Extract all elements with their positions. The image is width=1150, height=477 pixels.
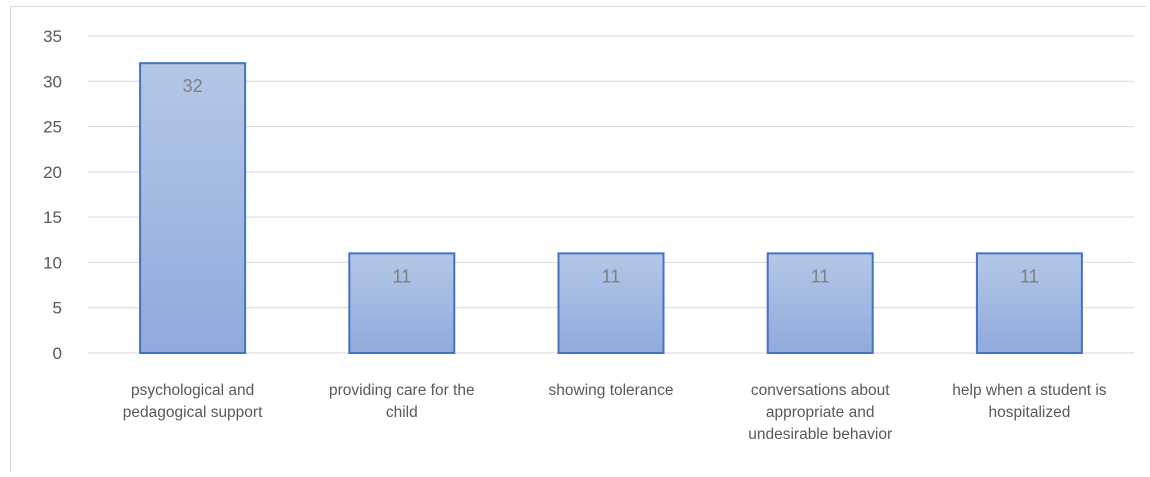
y-tick-label: 5: [53, 299, 62, 318]
bar: [139, 62, 247, 355]
category-label-line: help when a student is: [952, 382, 1106, 399]
bars: [139, 62, 1083, 355]
category-label-line: psychological and: [131, 382, 254, 399]
y-axis-ticks: 0 5 10 15 20 25 30 35: [43, 27, 62, 363]
y-tick-label: 0: [53, 344, 62, 363]
category-label: psychological and pedagogical support: [123, 382, 263, 421]
data-label: 11: [392, 266, 411, 286]
data-label: 32: [183, 76, 203, 96]
data-labels: 32 11 11 11 11: [183, 76, 1039, 286]
bar: [766, 252, 874, 354]
bar: [557, 252, 665, 354]
data-label: 11: [811, 266, 830, 286]
y-tick-label: 20: [43, 163, 62, 182]
category-label-line: appropriate and: [766, 404, 875, 421]
category-label-line: child: [386, 404, 418, 421]
category-label-line: showing tolerance: [549, 382, 674, 399]
category-label-line: providing care for the: [329, 382, 475, 399]
data-label: 11: [1020, 266, 1039, 286]
category-label-line: pedagogical support: [123, 404, 263, 421]
chart-frame: [10, 6, 1146, 472]
bar: [348, 252, 456, 354]
category-label: conversations about appropriate and undesi…: [748, 382, 892, 443]
y-tick-label: 15: [43, 208, 62, 227]
bar: [975, 252, 1083, 354]
y-tick-label: 30: [43, 72, 62, 91]
category-labels: psychological and pedagogical support prov…: [123, 382, 1107, 443]
data-label: 11: [602, 266, 621, 286]
category-label-line: conversations about: [751, 382, 890, 399]
category-label: showing tolerance: [549, 382, 674, 399]
category-label: help when a student is hospitalized: [952, 382, 1106, 421]
y-tick-label: 10: [43, 253, 62, 272]
category-label-line: undesirable behavior: [748, 426, 892, 443]
category-label-line: hospitalized: [988, 404, 1070, 421]
y-tick-label: 25: [43, 118, 62, 137]
category-label: providing care for the child: [329, 382, 475, 421]
y-tick-label: 35: [43, 27, 62, 46]
